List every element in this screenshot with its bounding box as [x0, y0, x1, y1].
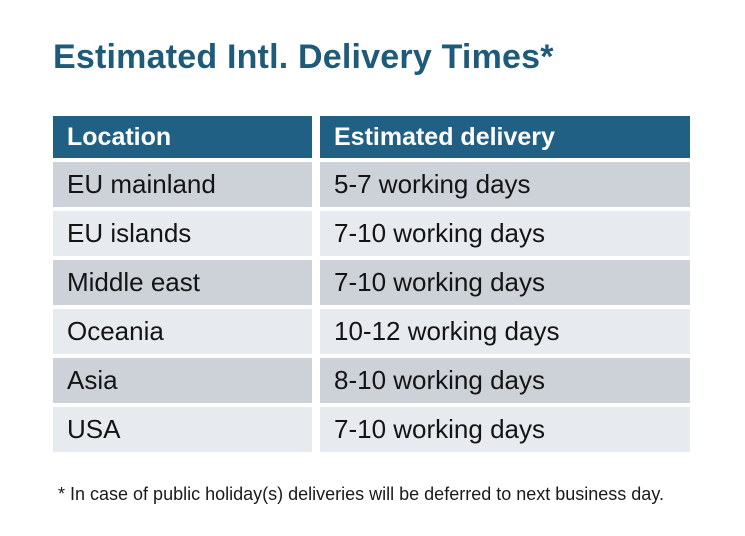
table-cell-delivery: 7-10 working days — [320, 211, 690, 256]
table-cell-location: USA — [53, 407, 312, 452]
table-cell-location: Oceania — [53, 309, 312, 354]
table-cell-delivery: 7-10 working days — [320, 407, 690, 452]
column-header-location: Location — [53, 116, 312, 158]
column-header-estimated-delivery: Estimated delivery — [320, 116, 690, 158]
footnote: * In case of public holiday(s) deliverie… — [58, 484, 664, 504]
delivery-times-table: Location Estimated delivery EU mainland … — [53, 116, 690, 452]
table-cell-location: EU mainland — [53, 162, 312, 207]
table-cell-location: Asia — [53, 358, 312, 403]
table-cell-delivery: 8-10 working days — [320, 358, 690, 403]
table-cell-location: EU islands — [53, 211, 312, 256]
table-cell-delivery: 5-7 working days — [320, 162, 690, 207]
table-cell-location: Middle east — [53, 260, 312, 305]
table-cell-delivery: 7-10 working days — [320, 260, 690, 305]
page-title: Estimated Intl. Delivery Times* — [53, 38, 554, 76]
table-cell-delivery: 10-12 working days — [320, 309, 690, 354]
